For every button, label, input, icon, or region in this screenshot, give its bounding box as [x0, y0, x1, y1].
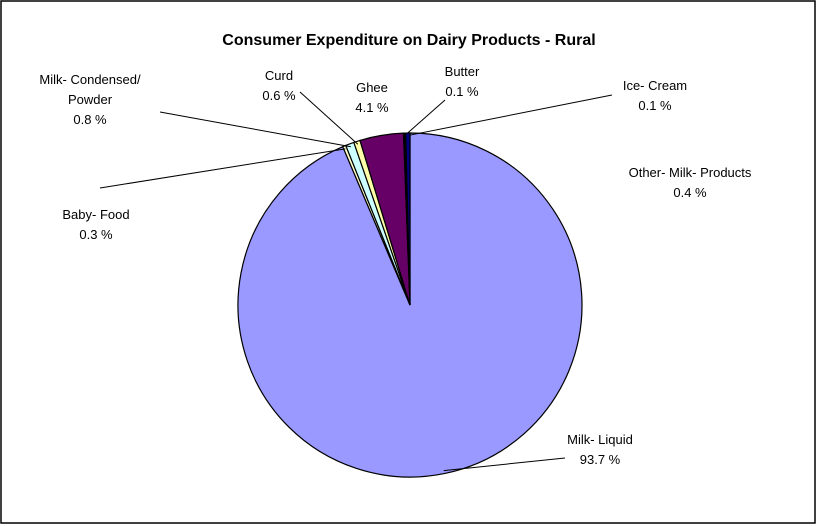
slice-name: Curd — [264, 68, 294, 83]
slice-name: Ice- Cream — [622, 78, 688, 93]
slice-name: Baby- Food — [62, 207, 130, 222]
leader-line — [99, 148, 346, 189]
slice-label: Ice- Cream 0.1 % — [610, 76, 700, 116]
slice-label: Curd 0.6 % — [249, 66, 309, 106]
slice-label: Ghee 4.1 % — [342, 78, 402, 118]
leader-line — [443, 457, 566, 472]
slice-label: Milk- Liquid 93.7 % — [540, 430, 660, 470]
slice-label: Butter 0.1 % — [432, 62, 492, 102]
slice-value: 4.1 % — [355, 100, 389, 115]
slice-value: 0.1 % — [445, 84, 479, 99]
slice-value: 0.8 % — [73, 112, 107, 127]
slice-name: Butter — [444, 64, 480, 79]
slice-label: Baby- Food 0.3 % — [46, 205, 146, 245]
leader-line — [159, 111, 351, 148]
pie-slice — [405, 132, 411, 306]
leader-line — [403, 99, 446, 137]
slice-value: 93.7 % — [579, 452, 621, 467]
slice-value: 0.3 % — [79, 227, 113, 242]
slice-name: Milk- Liquid — [567, 432, 633, 447]
slice-label: Milk- Condensed/ Powder 0.8 % — [25, 70, 155, 130]
leader-line — [405, 94, 613, 137]
leader-line — [299, 91, 359, 145]
slice-value: 0.1 % — [638, 98, 672, 113]
slice-value: 0.6 % — [262, 88, 296, 103]
slice-name: Ghee — [356, 80, 388, 95]
slice-name: Milk- Condensed/ Powder — [39, 72, 141, 107]
slice-label: Other- Milk- Products 0.4 % — [605, 163, 775, 203]
chart-title: Consumer Expenditure on Dairy Products -… — [222, 32, 596, 49]
slice-name: Other- Milk- Products — [628, 165, 752, 180]
slice-value: 0.4 % — [673, 185, 707, 200]
